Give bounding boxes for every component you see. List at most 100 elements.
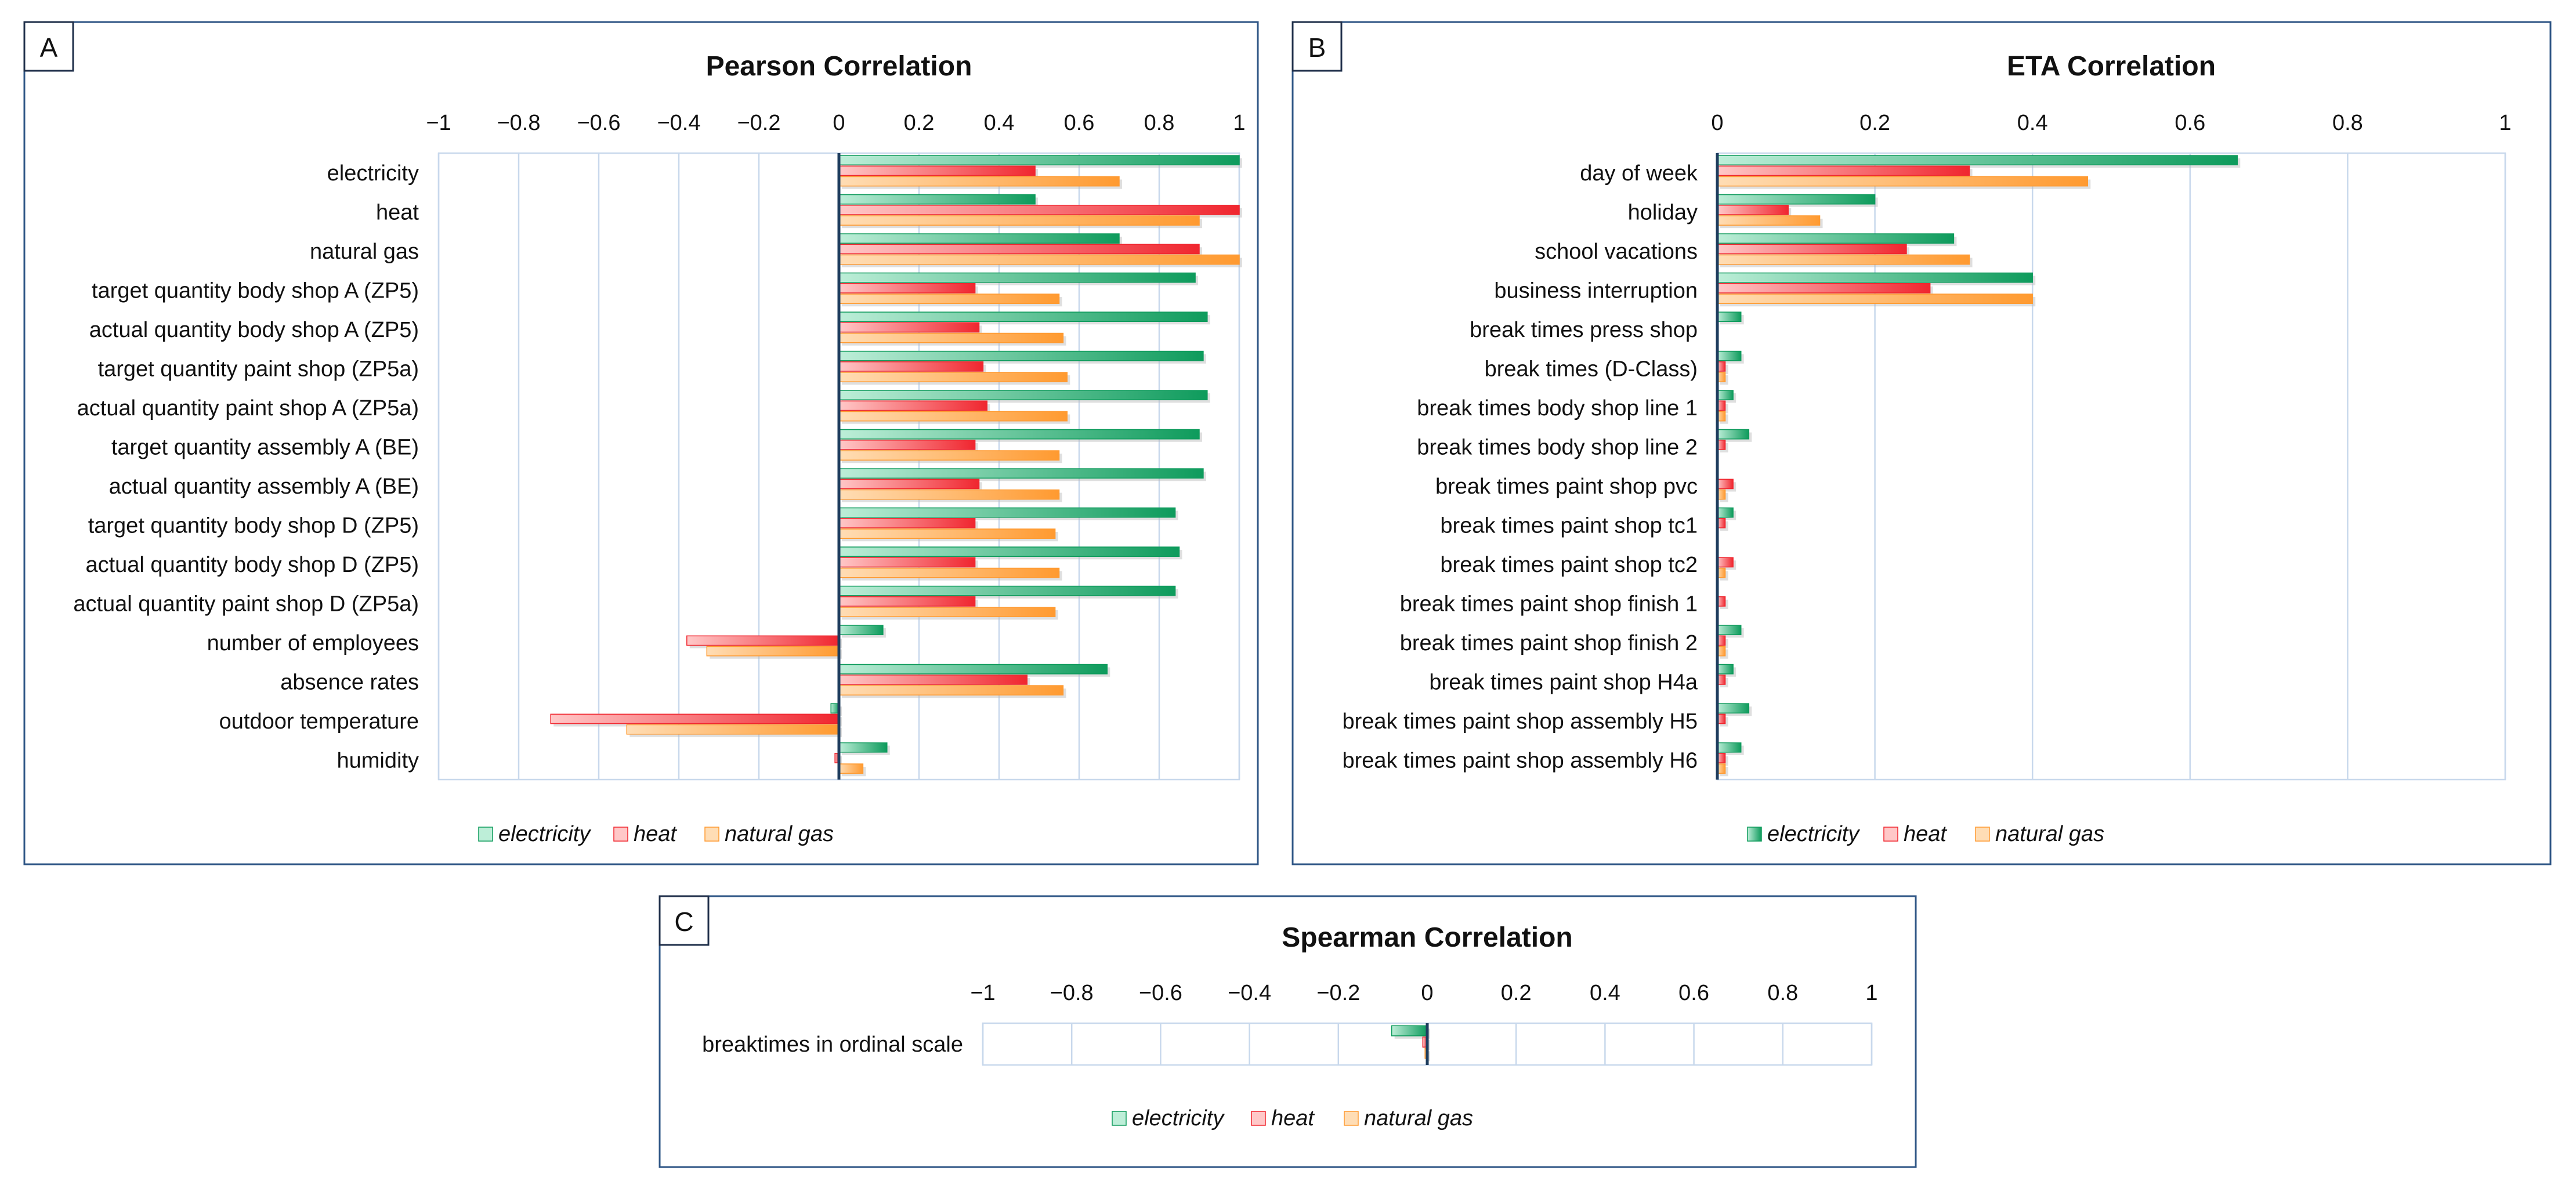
category-label: actual quantity assembly A (BE) — [109, 474, 419, 499]
category-label: heat — [376, 200, 419, 224]
legend-label: natural gas — [1364, 1106, 1473, 1131]
legend-swatch-heat — [1883, 827, 1898, 842]
bar-heat — [838, 283, 976, 294]
bar-electricity — [1717, 625, 1742, 636]
category-label: break times paint shop finish 2 — [1400, 631, 1698, 655]
bar-natural_gas — [838, 294, 1060, 304]
bar-natural_gas — [1717, 215, 1821, 226]
bar-natural_gas — [838, 254, 1240, 265]
tick-label: 0 — [1421, 981, 1433, 1005]
bar-natural_gas — [1717, 254, 1970, 265]
category-label: break times paint shop assembly H5 — [1342, 709, 1698, 734]
bar-electricity — [838, 468, 1204, 479]
bar-electricity — [1717, 194, 1876, 205]
bar-natural_gas — [838, 567, 1060, 578]
bar-natural_gas — [706, 646, 840, 657]
bar-heat — [1717, 283, 1931, 294]
bar-shadow — [1428, 1051, 1430, 1061]
bar-natural_gas — [838, 607, 1056, 617]
bar-heat — [838, 165, 1036, 176]
category-label: target quantity paint shop (ZP5a) — [98, 357, 419, 381]
bar-electricity — [838, 233, 1120, 244]
category-label: break times paint shop tc2 — [1440, 553, 1698, 577]
category-label: holiday — [1628, 200, 1698, 224]
tick-label: 0.6 — [2175, 111, 2205, 135]
legend-swatch-heat — [1251, 1111, 1266, 1126]
category-label: actual quantity paint shop D (ZP5a) — [73, 592, 419, 616]
bar-heat — [838, 596, 976, 607]
panel-C: C Spearman Correlation −1 −0.8 −0.6 −0.4 −0.2 0… — [659, 895, 1917, 1168]
bar-electricity — [1717, 155, 2238, 166]
bar-natural_gas — [1717, 294, 2033, 304]
bar-heat — [838, 518, 976, 528]
category-label: outdoor temperature — [219, 709, 419, 734]
category-label: break times paint shop H4a — [1429, 670, 1698, 694]
tick-label: 1 — [2499, 111, 2511, 135]
bar-natural_gas — [838, 176, 1120, 187]
bar-electricity — [1717, 742, 1742, 753]
bar-electricity — [838, 194, 1036, 205]
legend-label: electricity — [1132, 1106, 1225, 1131]
bar-electricity — [838, 272, 1196, 283]
bar-electricity — [1717, 311, 1742, 323]
bar-electricity — [1717, 390, 1734, 401]
tick-label: −1 — [970, 981, 995, 1005]
legend-swatch-electricity — [478, 827, 493, 842]
category-label: break times paint shop assembly H6 — [1342, 748, 1698, 773]
category-label: target quantity assembly A (BE) — [111, 435, 419, 459]
legend-swatch-natural_gas — [704, 827, 719, 842]
tick-label: 0.8 — [1767, 981, 1798, 1005]
bar-heat — [838, 205, 1240, 215]
bar-heat — [686, 635, 840, 646]
panel-tag-box — [1291, 21, 1343, 72]
panel-tag: A — [40, 32, 58, 63]
bar-natural_gas — [626, 724, 840, 735]
bar-natural_gas — [1717, 176, 2089, 187]
category-label: break times paint shop tc1 — [1440, 513, 1698, 538]
bar-heat — [838, 361, 984, 372]
bar-heat — [838, 400, 988, 411]
bar-heat — [1717, 244, 1907, 255]
bar-electricity — [1391, 1025, 1428, 1037]
chart-title: ETA Correlation — [2007, 51, 2216, 82]
category-label: target quantity body shop A (ZP5) — [92, 278, 419, 303]
bar-electricity — [838, 155, 1240, 166]
bar-electricity — [1717, 350, 1742, 361]
panel-tag-box — [659, 895, 710, 946]
chart-title: Pearson Correlation — [706, 51, 972, 82]
legend-swatch-natural_gas — [1975, 827, 1990, 842]
legend-label: electricity — [1767, 822, 1860, 846]
category-label: breaktimes in ordinal scale — [702, 1032, 963, 1057]
tick-label: −1 — [426, 111, 451, 135]
bar-electricity — [1717, 429, 1750, 440]
bar-natural_gas — [838, 763, 864, 774]
legend-label: heat — [1904, 822, 1947, 846]
bar-electricity — [1717, 233, 1955, 244]
category-label: actual quantity body shop A (ZP5) — [89, 318, 419, 342]
panel-frame — [659, 895, 1917, 1168]
bar-heat — [838, 244, 1200, 255]
bar-natural_gas — [838, 685, 1064, 695]
tick-label: 0.2 — [904, 111, 935, 135]
panel-A: A Pearson Correlation −1 −0.8 −0.6 −0.4 −0.2 0 0… — [23, 21, 1259, 865]
bar-electricity — [1717, 703, 1750, 714]
category-label: break times (D-Class) — [1485, 357, 1698, 381]
tick-label: 0.4 — [2017, 111, 2048, 135]
tick-label: −0.8 — [497, 111, 540, 135]
tick-label: 0.2 — [1501, 981, 1532, 1005]
legend-swatch-electricity — [1112, 1111, 1127, 1126]
legend-label: heat — [1271, 1106, 1315, 1131]
category-label: humidity — [337, 748, 419, 773]
bar-electricity — [1717, 507, 1734, 518]
tick-label: 0.6 — [1064, 111, 1095, 135]
tick-label: −0.6 — [577, 111, 620, 135]
category-label: number of employees — [207, 631, 419, 655]
category-label: break times paint shop pvc — [1435, 474, 1698, 499]
bar-electricity — [1717, 272, 2033, 283]
bar-electricity — [838, 742, 888, 753]
bar-heat — [1717, 479, 1734, 490]
tick-label: 0.6 — [1678, 981, 1709, 1005]
bar-electricity — [838, 390, 1208, 401]
bar-natural_gas — [838, 411, 1068, 422]
